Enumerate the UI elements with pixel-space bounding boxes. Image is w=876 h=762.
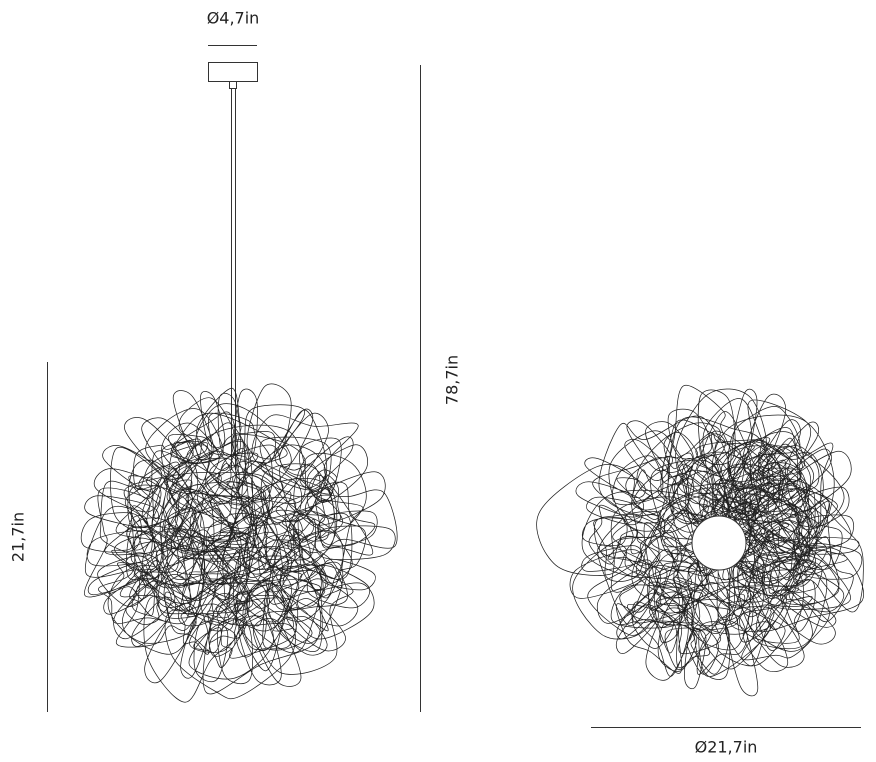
shade-bottom-view [536,385,864,697]
wire-tangle [80,383,398,703]
canopy [208,62,258,82]
canopy-diameter-label: Ø4,7in [207,9,260,28]
shade-height-label: 21,7in [9,512,28,562]
light-opening [691,515,747,571]
shade-side-view [80,383,398,703]
total-height-label: 78,7in [443,355,462,405]
connector [229,81,237,89]
wire-tangle [536,385,864,697]
shade-diameter-label: Ø21,7in [695,738,758,757]
